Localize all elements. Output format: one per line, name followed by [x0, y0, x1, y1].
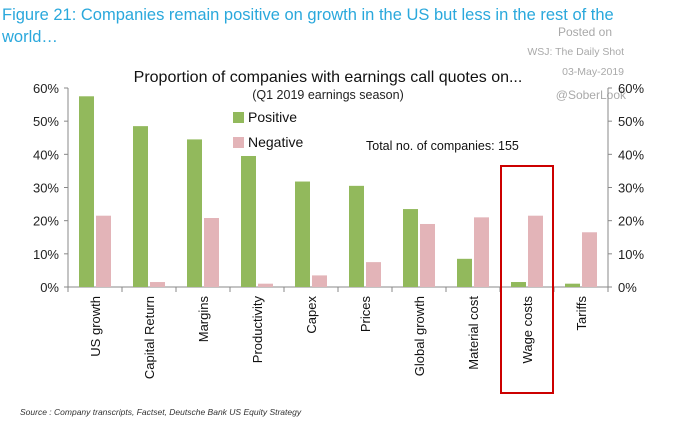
y-tick-label: 40%: [33, 147, 59, 162]
y-tick-label: 50%: [33, 114, 59, 129]
y2-tick-label: 40%: [618, 147, 644, 162]
bar-positive: [295, 181, 310, 287]
bar-positive: [511, 282, 526, 287]
x-category-label: Material cost: [466, 296, 481, 370]
x-category-label: Margins: [196, 296, 211, 343]
plot-area: 0% 10% 20% 30% 40% 50% 60% 0% 10% 20% 30% 40% 50% 60%…: [33, 81, 644, 394]
x-category-label: Capex: [304, 296, 319, 334]
x-category-label: US growth: [88, 296, 103, 357]
x-category-label: Productivity: [250, 296, 265, 364]
bar-negative: [420, 223, 435, 287]
bar-positive: [565, 283, 580, 287]
bar-negative: [528, 215, 543, 287]
y-tick-label: 60%: [33, 81, 59, 96]
x-category-label: Global growth: [412, 296, 427, 376]
y2-tick-label: 0%: [618, 280, 637, 295]
figure-title: Figure 21: Companies remain positive on …: [2, 6, 614, 46]
bar-positive: [457, 258, 472, 287]
y2-tick-label: 10%: [618, 247, 644, 262]
chart-annotation: Total no. of companies: 155: [366, 139, 519, 153]
x-category-label: Prices: [358, 296, 373, 333]
y-tick-label: 0%: [40, 280, 59, 295]
x-category-label: Wage costs: [520, 296, 535, 364]
source-note: Source : Company transcripts, Factset, D…: [20, 407, 302, 417]
x-category-label: Capital Return: [142, 296, 157, 379]
y2-tick-label: 20%: [618, 214, 644, 229]
bar-positive: [241, 155, 256, 287]
y-tick-label: 30%: [33, 181, 59, 196]
bar-negative: [312, 275, 327, 287]
bar-positive: [133, 126, 148, 288]
bar-positive: [349, 185, 364, 287]
y-tick-label: 10%: [33, 247, 59, 262]
bar-negative: [258, 283, 273, 287]
chart-title: Proportion of companies with earnings ca…: [134, 69, 523, 86]
watermark-date: 03-May-2019: [562, 66, 624, 78]
bar-positive: [403, 209, 418, 287]
x-category-label: Tariffs: [574, 296, 589, 331]
y-tick-label: 20%: [33, 214, 59, 229]
y2-tick-label: 30%: [618, 181, 644, 196]
bar-negative: [150, 282, 165, 287]
bar-negative: [96, 215, 111, 287]
bar-negative: [582, 232, 597, 287]
legend-swatch-negative: [233, 137, 244, 148]
legend-label-positive: Positive: [248, 109, 297, 125]
y2-tick-label: 60%: [618, 81, 644, 96]
bar-negative: [366, 262, 381, 287]
legend-swatch-positive: [233, 112, 244, 123]
y2-tick-label: 50%: [618, 114, 644, 129]
bar-positive: [79, 96, 94, 288]
watermark-outlet: WSJ: The Daily Shot: [527, 46, 624, 58]
legend-label-negative: Negative: [248, 134, 303, 150]
bar-positive: [187, 139, 202, 287]
chart-subtitle: (Q1 2019 earnings season): [252, 88, 403, 102]
bar-negative: [474, 217, 489, 287]
watermark-posted-on: Posted on: [557, 25, 612, 39]
highlight-box: [500, 165, 554, 394]
bar-negative: [204, 218, 219, 287]
